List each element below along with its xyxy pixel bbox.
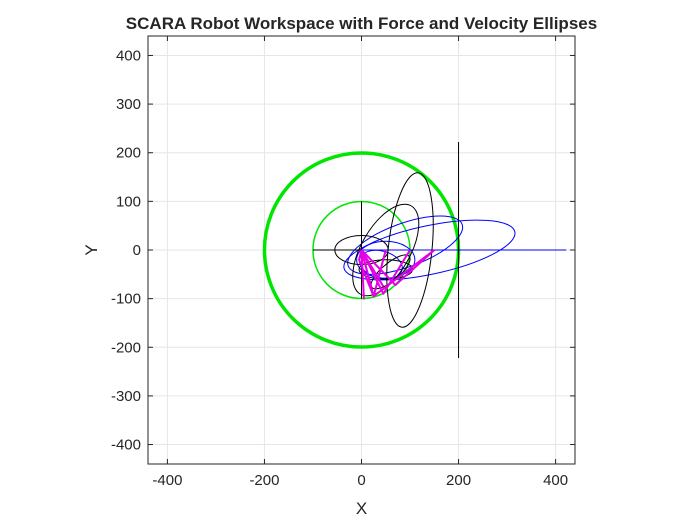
x-axis-label: X <box>356 499 367 518</box>
arm-configuration <box>360 249 385 287</box>
y-tick-label: 400 <box>116 47 141 64</box>
velocity-ellipse <box>356 240 416 279</box>
chart-title: SCARA Robot Workspace with Force and Vel… <box>126 14 597 33</box>
plot-area <box>262 142 567 358</box>
y-axis-label: Y <box>82 244 101 255</box>
y-tick-label: -300 <box>111 388 141 405</box>
y-tick-label: 100 <box>116 193 141 210</box>
force-ellipse <box>352 203 420 297</box>
arm-configuration <box>358 249 375 297</box>
y-tick-label: -200 <box>111 339 141 356</box>
velocity-ellipse <box>343 219 516 281</box>
y-tick-label: 300 <box>116 96 141 113</box>
y-tick-label: -100 <box>111 291 141 308</box>
x-tick-label: 0 <box>357 472 365 489</box>
arm-configuration <box>360 249 435 287</box>
x-tick-label: 400 <box>543 472 568 489</box>
y-tick-label: -400 <box>111 437 141 454</box>
x-tick-label: 200 <box>446 472 471 489</box>
x-tick-label: -200 <box>249 472 279 489</box>
arm-configuration <box>360 249 411 295</box>
axis-ticks: -400 -200 0 200 400 -400 -300 -200 -100 0 100 200 30… <box>111 36 575 489</box>
x-tick-label: -400 <box>152 472 182 489</box>
y-tick-label: 0 <box>133 242 141 259</box>
y-tick-label: 200 <box>116 145 141 162</box>
